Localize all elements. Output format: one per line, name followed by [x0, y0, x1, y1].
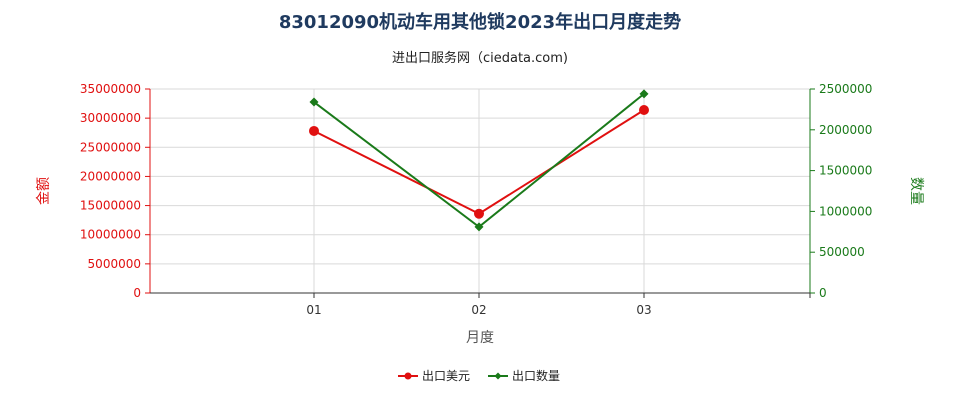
x-axis-label: 月度: [466, 330, 494, 346]
right-axis-ticks: 0 500000 1000000 1500000 2000000 2500000: [810, 82, 872, 300]
x-tick-label: 01: [306, 303, 321, 317]
left-tick-label: 35000000: [80, 82, 141, 96]
legend-item-1[interactable]: 出口美元: [398, 369, 470, 383]
chart-title: 83012090机动车用其他锁2023年出口月度走势: [279, 11, 681, 33]
grid: [150, 88, 810, 294]
right-axis-label: 数量: [908, 177, 924, 205]
x-tick-label: 02: [471, 303, 486, 317]
right-tick-label: 1500000: [819, 164, 872, 178]
right-tick-label: 0: [819, 286, 827, 300]
legend-label: 出口美元: [422, 369, 470, 383]
left-axis-label: 金额: [36, 177, 52, 205]
series-point-1[interactable]: [639, 104, 649, 115]
right-tick-label: 1000000: [819, 204, 872, 218]
legend-item-2[interactable]: 出口数量: [488, 368, 560, 383]
series-point-2[interactable]: [309, 97, 319, 107]
series-layer: [309, 89, 649, 232]
legend-marker: [404, 372, 412, 380]
left-tick-label: 10000000: [80, 228, 141, 242]
series-point-2[interactable]: [639, 89, 649, 99]
series-point-1[interactable]: [309, 125, 319, 136]
left-tick-label: 15000000: [80, 199, 141, 213]
legend: 出口美元 出口数量: [398, 368, 560, 383]
left-axis-ticks: 0 5000000 10000000 15000000 20000000 25000000…: [80, 82, 150, 300]
series-point-2[interactable]: [474, 222, 484, 232]
left-tick-label: 30000000: [80, 111, 141, 125]
left-tick-label: 0: [133, 286, 141, 300]
chart-subtitle: 进出口服务网（ciedata.com): [392, 50, 568, 66]
right-tick-label: 500000: [819, 245, 865, 259]
x-axis-ticks: 01 02 03: [306, 293, 811, 317]
axes: [149, 89, 811, 294]
left-tick-label: 5000000: [88, 257, 141, 271]
x-tick-label: 03: [636, 303, 651, 317]
left-tick-label: 25000000: [80, 140, 141, 154]
series-point-1[interactable]: [474, 208, 484, 219]
right-tick-label: 2000000: [819, 123, 872, 137]
left-tick-label: 20000000: [80, 169, 141, 183]
right-tick-label: 2500000: [819, 82, 872, 96]
legend-label: 出口数量: [512, 368, 560, 383]
legend-marker: [494, 372, 502, 380]
